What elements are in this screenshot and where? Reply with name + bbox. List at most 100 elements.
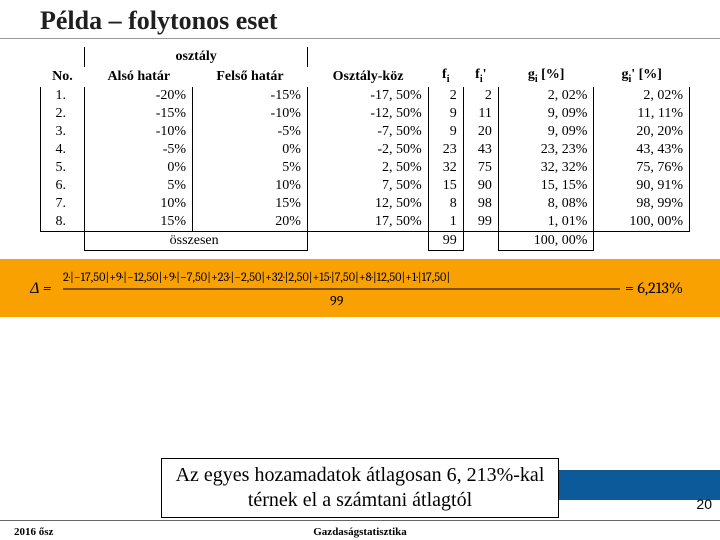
table-row: 2.-15%-10%-12, 50%9119, 09%11, 11% (41, 105, 690, 123)
cell-no: 8. (41, 213, 85, 232)
cell-fi: 15 (428, 177, 463, 195)
cell-gi: 32, 32% (498, 159, 594, 177)
cell-fip: 2 (463, 87, 498, 105)
cell-f: 10% (193, 177, 308, 195)
conclusion-wrap: Az egyes hozamadatok átlagosan 6, 213%-k… (0, 458, 720, 518)
conclusion-line2: térnek el a számtani átlagtól (248, 489, 472, 511)
cell-gi: 9, 09% (498, 105, 594, 123)
cell-gip: 11, 11% (594, 105, 690, 123)
cell-fip: 98 (463, 195, 498, 213)
cell-a: 10% (85, 195, 193, 213)
cell-fip: 20 (463, 123, 498, 141)
cell-fi: 32 (428, 159, 463, 177)
table-row: 8.15%20%17, 50%1991, 01%100, 00% (41, 213, 690, 232)
cell-fi: 8 (428, 195, 463, 213)
cell-fip: 90 (463, 177, 498, 195)
cell-f: -15% (193, 87, 308, 105)
cell-a: -10% (85, 123, 193, 141)
cell-fi: 23 (428, 141, 463, 159)
cell-a: -5% (85, 141, 193, 159)
col-fi: fi (428, 47, 463, 87)
formula-numerator: 2·|−17,50|+9·|−12,50|+9·|−7,50|+23·|−2,5… (63, 271, 450, 285)
cell-fip: 11 (463, 105, 498, 123)
cell-no: 7. (41, 195, 85, 213)
cell-k: -7, 50% (307, 123, 428, 141)
cell-no: 4. (41, 141, 85, 159)
footer: 2016 ősz Gazdaságstatisztika (0, 520, 720, 540)
cell-a: 0% (85, 159, 193, 177)
table-row: 3.-10%-5%-7, 50%9209, 09%20, 20% (41, 123, 690, 141)
cell-k: -12, 50% (307, 105, 428, 123)
cell-k: -17, 50% (307, 87, 428, 105)
col-also: Alsó határ (85, 67, 193, 87)
cell-gi: 23, 23% (498, 141, 594, 159)
col-fip: fi' (463, 47, 498, 87)
cell-a: -20% (85, 87, 193, 105)
conclusion-line1: Az egyes hozamadatok átlagosan 6, 213%-k… (176, 464, 545, 486)
cell-a: 5% (85, 177, 193, 195)
cell-gip: 75, 76% (594, 159, 690, 177)
table-row: 1.-20%-15%-17, 50%222, 02%2, 02% (41, 87, 690, 105)
total-row: összesen 99 100, 00% (41, 232, 690, 251)
cell-f: -5% (193, 123, 308, 141)
conclusion-box: Az egyes hozamadatok átlagosan 6, 213%-k… (161, 458, 560, 518)
cell-gip: 98, 99% (594, 195, 690, 213)
cell-no: 1. (41, 87, 85, 105)
cell-gip: 43, 43% (594, 141, 690, 159)
page-number: 20 (696, 496, 712, 512)
cell-k: 7, 50% (307, 177, 428, 195)
cell-f: 15% (193, 195, 308, 213)
formula-rhs: = 6,213% (625, 279, 683, 297)
total-gi: 100, 00% (498, 232, 594, 251)
cell-gi: 2, 02% (498, 87, 594, 105)
table-row: 6.5%10%7, 50%159015, 15%90, 91% (41, 177, 690, 195)
cell-gi: 8, 08% (498, 195, 594, 213)
cell-f: 20% (193, 213, 308, 232)
cell-gip: 90, 91% (594, 177, 690, 195)
col-no: No. (41, 47, 85, 87)
cell-no: 6. (41, 177, 85, 195)
formula-lhs: Δ = (30, 279, 52, 297)
cell-k: -2, 50% (307, 141, 428, 159)
cell-k: 12, 50% (307, 195, 428, 213)
col-osztaly-group: osztály (85, 47, 307, 67)
col-gi: gi [%] (498, 47, 594, 87)
cell-gi: 15, 15% (498, 177, 594, 195)
formula-denominator: 99 (330, 292, 344, 309)
cell-a: 15% (85, 213, 193, 232)
cell-fi: 1 (428, 213, 463, 232)
cell-gi: 9, 09% (498, 123, 594, 141)
cell-f: -10% (193, 105, 308, 123)
col-felso: Felső határ (193, 67, 308, 87)
table-row: 4.-5%0%-2, 50%234323, 23%43, 43% (41, 141, 690, 159)
col-okoz: Osztály-köz (307, 47, 428, 87)
cell-k: 17, 50% (307, 213, 428, 232)
table-row: 5.0%5%2, 50%327532, 32%75, 76% (41, 159, 690, 177)
cell-f: 5% (193, 159, 308, 177)
formula-svg: Δ = 2·|−17,50|+9·|−12,50|+9·|−7,50|+23·|… (30, 261, 710, 317)
cell-fi: 9 (428, 105, 463, 123)
cell-gip: 100, 00% (594, 213, 690, 232)
cell-gip: 20, 20% (594, 123, 690, 141)
cell-k: 2, 50% (307, 159, 428, 177)
slide-title: Példa – folytonos eset (0, 0, 720, 39)
total-fi: 99 (428, 232, 463, 251)
cell-fip: 99 (463, 213, 498, 232)
cell-fip: 43 (463, 141, 498, 159)
cell-gip: 2, 02% (594, 87, 690, 105)
total-label: összesen (85, 232, 307, 251)
cell-gi: 1, 01% (498, 213, 594, 232)
col-gip: gi' [%] (594, 47, 690, 87)
cell-no: 5. (41, 159, 85, 177)
cell-fi: 2 (428, 87, 463, 105)
cell-no: 2. (41, 105, 85, 123)
cell-fip: 75 (463, 159, 498, 177)
cell-no: 3. (41, 123, 85, 141)
formula-bar: Δ = 2·|−17,50|+9·|−12,50|+9·|−7,50|+23·|… (0, 259, 720, 317)
data-table: No. osztály Osztály-köz fi fi' gi [%] gi… (40, 47, 690, 251)
footer-center: Gazdaságstatisztika (0, 526, 720, 538)
cell-f: 0% (193, 141, 308, 159)
table-container: No. osztály Osztály-köz fi fi' gi [%] gi… (0, 39, 720, 251)
table-row: 7.10%15%12, 50%8988, 08%98, 99% (41, 195, 690, 213)
cell-a: -15% (85, 105, 193, 123)
